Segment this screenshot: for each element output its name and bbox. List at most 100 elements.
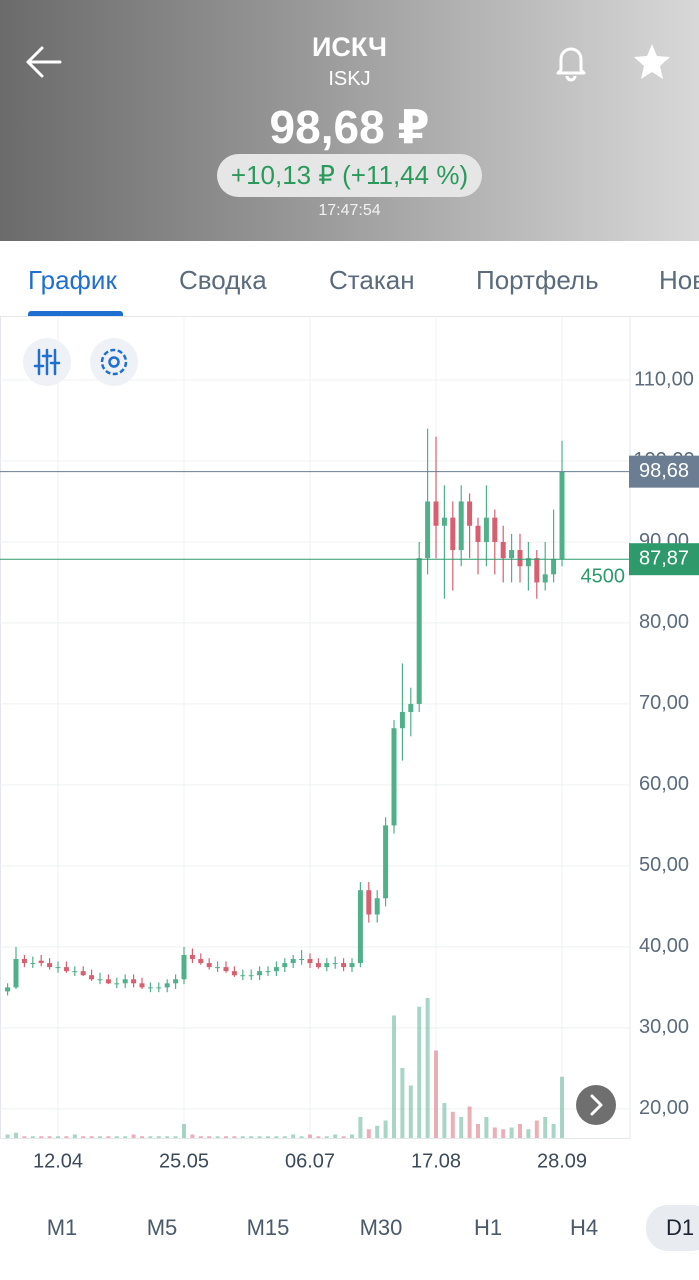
volume-bar xyxy=(148,1136,153,1138)
candle-body xyxy=(559,471,565,560)
candle-body xyxy=(30,963,36,965)
candle-body xyxy=(189,954,195,960)
candle-body xyxy=(483,517,489,542)
candle-body xyxy=(248,975,254,977)
candle-body xyxy=(105,979,111,984)
candle-body xyxy=(408,703,414,713)
candle-body xyxy=(307,959,313,964)
y-tick-label: 50,00 xyxy=(639,854,689,876)
volume-bar xyxy=(282,1136,287,1138)
volume-bar xyxy=(551,1124,556,1138)
candle-body xyxy=(156,987,162,989)
volume-bar xyxy=(442,1103,447,1138)
y-tick-label: 40,00 xyxy=(639,935,689,957)
back-button[interactable] xyxy=(24,44,64,80)
candle-body xyxy=(72,971,78,973)
volume-bar xyxy=(291,1134,296,1138)
volume-bar xyxy=(64,1136,69,1138)
button-icon xyxy=(108,356,120,368)
volume-bar xyxy=(173,1136,178,1138)
volume-bar xyxy=(182,1124,186,1138)
x-tick-label: 28.09 xyxy=(537,1150,587,1172)
candle-body xyxy=(383,825,389,899)
candle-body xyxy=(131,979,137,984)
volume-bar xyxy=(308,1134,312,1138)
volume-bar xyxy=(526,1129,531,1138)
volume-bar xyxy=(400,1068,405,1138)
timeframe-bar: M1 M5 M15 M30 H1 H4 D1 xyxy=(0,1205,699,1257)
candle-body xyxy=(173,979,179,984)
candle-body xyxy=(332,963,338,965)
timeframe[interactable]: M30 xyxy=(359,1215,403,1240)
volume-bar xyxy=(324,1136,329,1138)
volume-bar xyxy=(417,1006,422,1138)
indicators-button[interactable] xyxy=(23,338,71,386)
volume-bar xyxy=(240,1136,245,1138)
candle-body xyxy=(517,550,523,567)
timeframe[interactable]: M1 xyxy=(46,1215,78,1240)
volume-bar xyxy=(299,1136,304,1138)
last-price: 98,68 ₽ xyxy=(269,101,430,153)
candle-body xyxy=(467,501,473,526)
volume-bar xyxy=(492,1127,497,1138)
order-quantity: 4500 xyxy=(581,565,626,587)
y-tick-label: 30,00 xyxy=(639,1016,689,1038)
tab[interactable]: Портфель xyxy=(476,265,599,295)
favorite-button[interactable] xyxy=(632,42,672,80)
y-tick-label: 110,00 xyxy=(634,368,694,390)
candle-body xyxy=(551,559,557,575)
tab[interactable]: Сводка xyxy=(179,265,267,295)
tab[interactable]: Стакан xyxy=(329,265,415,295)
price-label: 87,87 xyxy=(639,547,689,569)
candle-body xyxy=(257,971,263,976)
alert-button[interactable] xyxy=(552,42,590,82)
update-time: 17:47:54 xyxy=(318,202,381,219)
volume-bar xyxy=(266,1136,270,1138)
candle-body xyxy=(139,983,145,988)
timeframe[interactable]: M15 xyxy=(246,1215,290,1240)
candle-body xyxy=(357,890,363,964)
volume-bar xyxy=(249,1136,254,1138)
candle-body xyxy=(525,558,531,567)
volume-bar xyxy=(224,1136,228,1138)
volume-bar xyxy=(350,1134,354,1138)
volume-bar xyxy=(434,1050,438,1138)
button-icon xyxy=(590,1094,603,1116)
timeframe[interactable]: H1 xyxy=(473,1215,503,1240)
candle-body xyxy=(416,558,422,704)
price-label-box xyxy=(629,543,699,576)
timeframe[interactable]: D1 xyxy=(645,1205,699,1251)
timeframe[interactable]: H4 xyxy=(569,1215,599,1240)
volume-bar xyxy=(165,1136,170,1138)
volume-bar xyxy=(98,1136,102,1138)
volume-bar xyxy=(198,1136,203,1138)
candle-body xyxy=(38,960,44,964)
candle-body xyxy=(206,963,212,968)
x-tick-label: 12.04 xyxy=(33,1150,83,1172)
volume-bar xyxy=(56,1136,60,1138)
candle-body xyxy=(475,525,481,542)
candle-body xyxy=(5,987,11,992)
header: ИСКЧ ISKJ 98,68 ₽ +10,13 ₽ (+11,44 %) 17… xyxy=(0,0,699,241)
candle-body xyxy=(425,501,431,559)
volume-bar xyxy=(47,1136,52,1138)
candle-body xyxy=(399,712,405,729)
volume-bar xyxy=(190,1134,195,1138)
candle-body xyxy=(114,983,120,985)
scroll-right-button[interactable] xyxy=(576,1085,616,1125)
candle-body xyxy=(450,517,456,551)
settings-button[interactable] xyxy=(90,338,138,386)
change-wrap: +10,13 ₽ (+11,44 %) xyxy=(0,154,699,197)
volume-bar xyxy=(459,1117,464,1138)
tab[interactable]: Новости xyxy=(659,265,699,295)
timeframe[interactable]: M5 xyxy=(146,1215,178,1240)
tab[interactable]: График xyxy=(28,265,117,295)
candle-body xyxy=(542,574,548,583)
volume-bar xyxy=(509,1127,514,1138)
button-bg xyxy=(90,338,138,386)
volume-bar xyxy=(333,1134,338,1138)
x-tick-label: 17.08 xyxy=(411,1150,461,1172)
volume-bar xyxy=(358,1117,363,1138)
candle-body xyxy=(441,517,447,526)
candle-body xyxy=(97,979,103,981)
